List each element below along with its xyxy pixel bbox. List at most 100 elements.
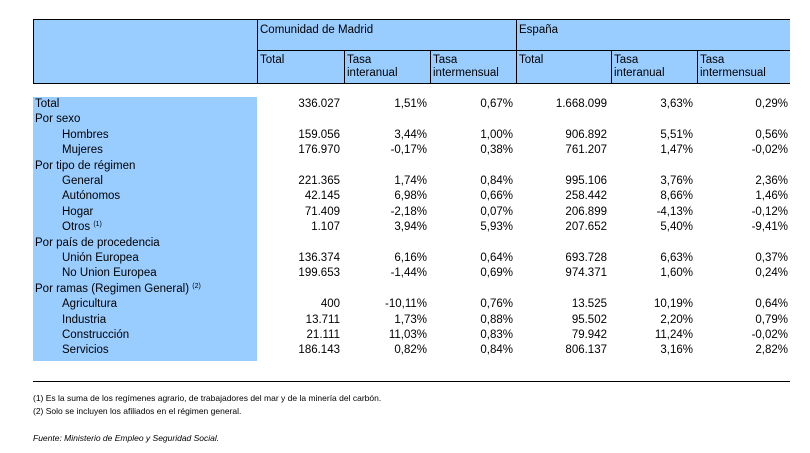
cell-value: 336.027 xyxy=(298,98,340,110)
footnote-1: (1) Es la suma de los regímenes agrario,… xyxy=(33,393,382,403)
cell-value: 2,82% xyxy=(755,344,788,357)
header-bottom-border xyxy=(33,83,790,84)
group-divider xyxy=(257,50,790,51)
header-left-border xyxy=(33,19,34,83)
col-header-line1: Tasa xyxy=(614,54,639,66)
cell-value: 221.365 xyxy=(298,175,340,187)
cell-value: 0,64% xyxy=(755,298,788,311)
cell-value: 1,00% xyxy=(480,128,513,141)
cell-value: 199.653 xyxy=(298,267,340,280)
cell-value: 21.111 xyxy=(306,329,340,341)
cell-value: 1,74% xyxy=(394,175,427,187)
table-row: Agricultura 400 -10,11% 0,76% 13.525 10,19% 0,… xyxy=(0,297,810,312)
cell-value: 0,79% xyxy=(755,313,788,326)
col-header-tasa-interanual-madrid: Tasa interanual xyxy=(347,54,398,80)
col-header-tasa-intermensual-madrid: Tasa intermensual xyxy=(433,54,499,80)
cell-value: 1.107 xyxy=(311,221,340,234)
col-divider xyxy=(697,50,698,83)
cell-value: -0,02% xyxy=(751,329,788,341)
row-label: Por sexo xyxy=(35,112,80,127)
table-row: Servicios 186.143 0,82% 0,84% 806.137 3,16% 2,… xyxy=(0,343,810,358)
row-label-text: Por tipo de régimen xyxy=(35,159,136,172)
cell-value: 0,24% xyxy=(755,267,788,280)
row-label-text: Agricultura xyxy=(62,298,117,311)
table-header xyxy=(33,19,790,83)
cell-value: 5,51% xyxy=(660,128,693,141)
group-header-madrid: Comunidad de Madrid xyxy=(260,24,374,36)
cell-value: 5,40% xyxy=(660,221,693,234)
col-header-line1: Tasa xyxy=(700,54,725,66)
row-label-text: Mujeres xyxy=(62,144,103,157)
col-header-line1: Tasa xyxy=(433,54,458,66)
row-label: Servicios xyxy=(62,343,109,358)
cell-value: 258.442 xyxy=(565,190,607,203)
row-label-text: General xyxy=(62,175,103,187)
cell-value: 0,56% xyxy=(755,128,788,141)
cell-value: 2,36% xyxy=(755,175,788,187)
cell-value: 3,44% xyxy=(394,128,427,141)
cell-value: 1,46% xyxy=(755,190,788,203)
cell-value: 1,60% xyxy=(660,267,693,280)
cell-value: 0,84% xyxy=(480,344,513,357)
table-row: Por sexo xyxy=(0,112,810,127)
col-header-line1: Tasa xyxy=(347,54,372,66)
row-label-text: Hombres xyxy=(62,128,109,141)
row-label: General xyxy=(62,174,103,189)
table-row: Construcción 21.111 11,03% 0,83% 79.942 11,24… xyxy=(0,328,810,343)
row-label-text: Por ramas (Regimen General) xyxy=(35,282,190,295)
cell-value: 1,47% xyxy=(660,144,693,157)
cell-value: 206.899 xyxy=(565,205,607,218)
cell-value: -4,13% xyxy=(656,205,693,218)
cell-value: 3,76% xyxy=(660,175,693,187)
table-row: Mujeres 176.970 -0,17% 0,38% 761.207 1,47% -0,… xyxy=(0,143,810,158)
cell-value: 13.525 xyxy=(571,298,607,311)
cell-value: 176.970 xyxy=(298,144,340,157)
cell-value: 136.374 xyxy=(298,252,340,264)
col-header-line2: intermensual xyxy=(433,67,499,79)
cell-value: 1,51% xyxy=(394,98,427,110)
cell-value: 974.371 xyxy=(565,267,607,280)
col-header-total-madrid: Total xyxy=(260,54,285,66)
row-label: Por tipo de régimen xyxy=(35,159,135,174)
cell-value: -2,18% xyxy=(390,205,427,218)
footnote-marker: (2) xyxy=(192,282,201,290)
cell-value: 906.892 xyxy=(565,128,607,141)
cell-value: 0,38% xyxy=(480,144,513,157)
row-label-text: Otros xyxy=(62,221,91,234)
col-header-line2: interanual xyxy=(347,67,398,79)
cell-value: 0,83% xyxy=(480,329,513,341)
cell-value: 0,07% xyxy=(480,205,513,218)
espana-group-divider xyxy=(516,19,517,83)
cell-value: 400 xyxy=(320,298,340,311)
row-label-text: Unión Europea xyxy=(62,252,139,264)
table-row: No Union Europea 199.653 -1,44% 0,69% 974.37… xyxy=(0,266,810,281)
row-label-text: Por sexo xyxy=(35,113,81,126)
col-divider xyxy=(344,50,345,83)
row-label: Otros (1) xyxy=(62,220,102,235)
cell-value: 0,37% xyxy=(755,252,788,264)
row-label: Unión Europea xyxy=(62,251,139,266)
row-label: Construcción xyxy=(62,328,129,343)
cell-value: 0,76% xyxy=(480,298,513,311)
cell-value: 95.502 xyxy=(571,313,607,326)
cell-value: 159.056 xyxy=(298,128,340,141)
cell-value: 3,16% xyxy=(660,344,693,357)
row-label: Industria xyxy=(62,313,106,328)
cell-value: 995.106 xyxy=(565,175,607,187)
row-label: Mujeres xyxy=(62,143,103,158)
cell-value: 42.145 xyxy=(304,190,340,203)
cell-value: 806.137 xyxy=(565,344,607,357)
cell-value: 1.668.099 xyxy=(555,98,607,110)
row-label: Por país de procedencia xyxy=(35,236,160,251)
col-header-line2: intermensual xyxy=(700,67,766,79)
cell-value: 8,66% xyxy=(660,190,693,203)
cell-value: 207.652 xyxy=(565,221,607,234)
footnote-marker: (1) xyxy=(93,221,102,229)
row-label-text: Servicios xyxy=(62,344,109,357)
cell-value: 1,73% xyxy=(394,313,427,326)
col-header-tasa-interanual-espana: Tasa interanual xyxy=(614,54,665,80)
header-top-border xyxy=(33,19,790,20)
cell-value: -9,41% xyxy=(751,221,788,234)
cell-value: 0,29% xyxy=(755,98,788,110)
table-row: General 221.365 1,74% 0,84% 995.106 3,76% 2,36… xyxy=(0,174,810,189)
